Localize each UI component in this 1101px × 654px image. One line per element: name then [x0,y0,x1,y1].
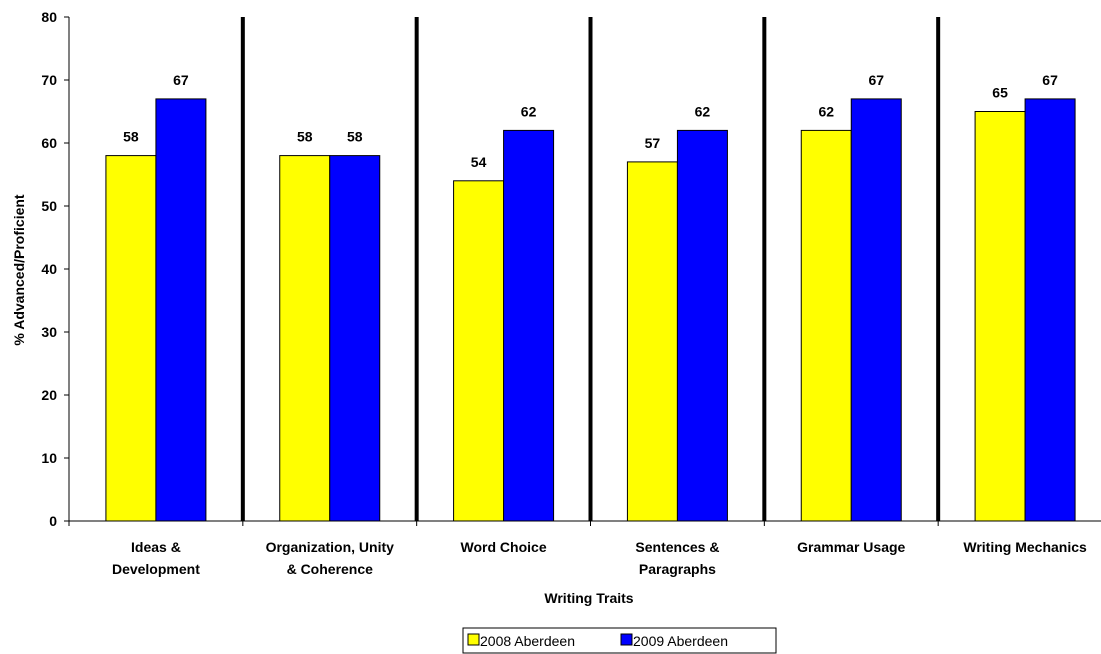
bar-series-2 [155,98,207,522]
category-label: Writing Mechanics [963,539,1087,555]
category-label-line: Grammar Usage [797,539,905,555]
category-label: Organization, Unity & Coherence [266,539,395,577]
bar-series-1 [105,155,157,522]
category-label: Word Choice [461,539,547,555]
legend-swatch [467,633,480,646]
category-labels: Ideas & Development Organization, Unity & C… [112,539,1087,577]
category-label-line: Word Choice [461,539,547,555]
y-axis: 0 10 20 30 40 50 60 70 80 [41,9,70,529]
category-label-line: Writing Mechanics [963,539,1087,555]
bars [105,98,1076,522]
category-label-line: & Coherence [287,561,374,577]
y-tick-label: 60 [41,135,57,151]
legend: 2008 Aberdeen 2009 Aberdeen [462,627,777,654]
bar-series-1 [800,129,852,522]
data-label: 67 [1042,72,1058,88]
data-label: 58 [123,129,139,145]
data-labels: 58 67 58 58 54 62 57 62 62 67 65 67 [123,72,1058,170]
category-label: Grammar Usage [797,539,905,555]
y-tick-label: 70 [41,72,57,88]
bar-series-1 [279,155,331,522]
category-label-line: Paragraphs [639,561,716,577]
y-tick-label: 80 [41,9,57,25]
y-tick-label: 50 [41,198,57,214]
bar-series-2 [329,155,381,522]
x-axis [68,520,1101,526]
data-label: 58 [297,129,313,145]
bar-series-1 [974,111,1026,522]
data-label: 62 [521,103,537,119]
y-tick-label: 30 [41,324,57,340]
category-label-line: Sentences & [635,539,719,555]
category-label-line: Organization, Unity [266,539,395,555]
category-label: Ideas & Development [112,539,200,577]
y-tick-label: 20 [41,387,57,403]
category-label-line: Development [112,561,200,577]
y-tick-label: 40 [41,261,57,277]
data-label: 62 [695,103,711,119]
y-tick-label: 10 [41,450,57,466]
y-tick-label: 0 [49,513,57,529]
bar-series-2 [503,129,555,522]
data-label: 58 [347,129,363,145]
bar-series-1 [626,161,678,522]
data-label: 62 [818,103,834,119]
data-label: 57 [645,135,661,151]
legend-label: 2008 Aberdeen [480,633,575,649]
legend-swatch [620,633,633,646]
bar-series-1 [453,180,505,522]
data-label: 54 [471,154,487,170]
data-label: 65 [992,85,1008,101]
bar-series-2 [1024,98,1076,522]
x-axis-title: Writing Traits [544,590,633,606]
bar-series-2 [850,98,902,522]
legend-label: 2009 Aberdeen [633,633,728,649]
bar-series-2 [676,129,728,522]
data-label: 67 [868,72,884,88]
data-label: 67 [173,72,189,88]
category-separators [240,17,941,521]
category-label: Sentences & Paragraphs [635,539,719,577]
legend-box [462,627,777,654]
y-axis-title: % Advanced/Proficient [11,194,27,346]
category-label-line: Ideas & [131,539,181,555]
